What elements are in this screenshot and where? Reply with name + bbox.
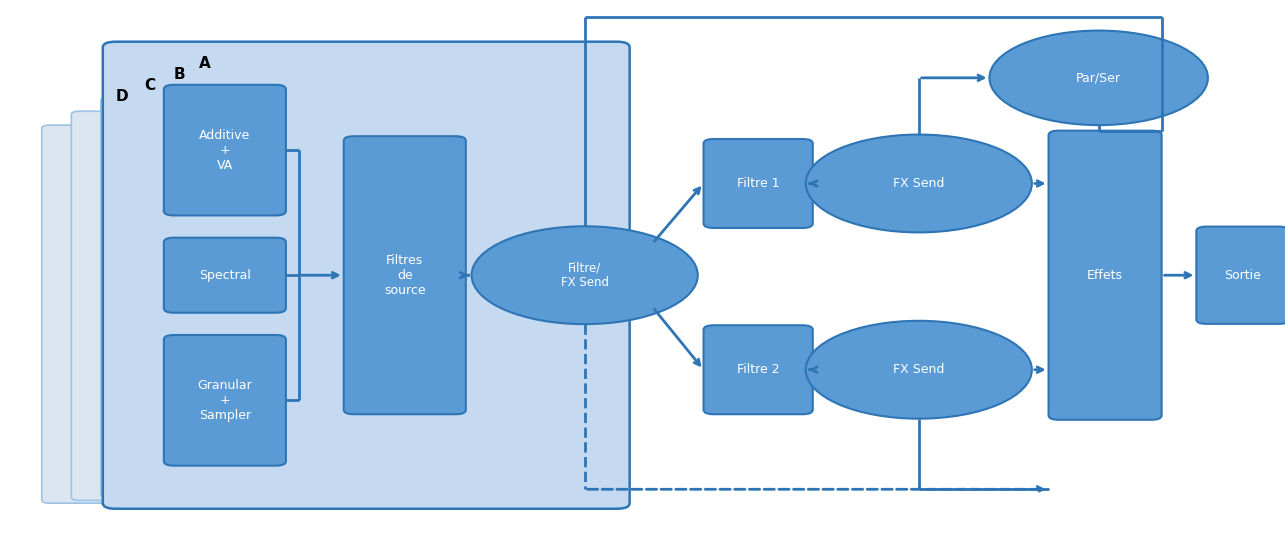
Text: Spectral: Spectral: [199, 269, 251, 282]
FancyBboxPatch shape: [164, 85, 287, 216]
FancyBboxPatch shape: [103, 42, 630, 509]
FancyBboxPatch shape: [164, 238, 287, 312]
FancyBboxPatch shape: [102, 97, 236, 498]
Text: Filtre 2: Filtre 2: [736, 363, 780, 376]
Circle shape: [472, 226, 698, 324]
Circle shape: [989, 31, 1208, 125]
FancyBboxPatch shape: [164, 335, 287, 466]
FancyBboxPatch shape: [42, 125, 177, 503]
Text: Granular
+
Sampler: Granular + Sampler: [198, 379, 252, 422]
Circle shape: [806, 321, 1032, 419]
FancyBboxPatch shape: [1196, 227, 1285, 324]
Text: Filtres
de
source: Filtres de source: [384, 254, 425, 297]
FancyBboxPatch shape: [72, 111, 206, 500]
Text: C: C: [144, 78, 155, 93]
Text: FX Send: FX Send: [893, 363, 944, 376]
Text: FX Send: FX Send: [893, 177, 944, 190]
Text: A: A: [199, 56, 211, 71]
Text: Filtre 1: Filtre 1: [736, 177, 780, 190]
FancyBboxPatch shape: [1049, 131, 1162, 420]
Text: Sortie: Sortie: [1225, 269, 1261, 282]
Text: Filtre/
FX Send: Filtre/ FX Send: [560, 261, 609, 289]
Text: D: D: [116, 89, 128, 104]
Text: Par/Ser: Par/Ser: [1076, 71, 1122, 85]
Text: B: B: [173, 67, 185, 82]
FancyBboxPatch shape: [704, 325, 812, 414]
FancyBboxPatch shape: [344, 136, 466, 414]
Text: Additive
+
VA: Additive + VA: [199, 128, 251, 172]
Text: Effets: Effets: [1087, 269, 1123, 282]
Circle shape: [806, 135, 1032, 232]
FancyBboxPatch shape: [704, 139, 812, 228]
